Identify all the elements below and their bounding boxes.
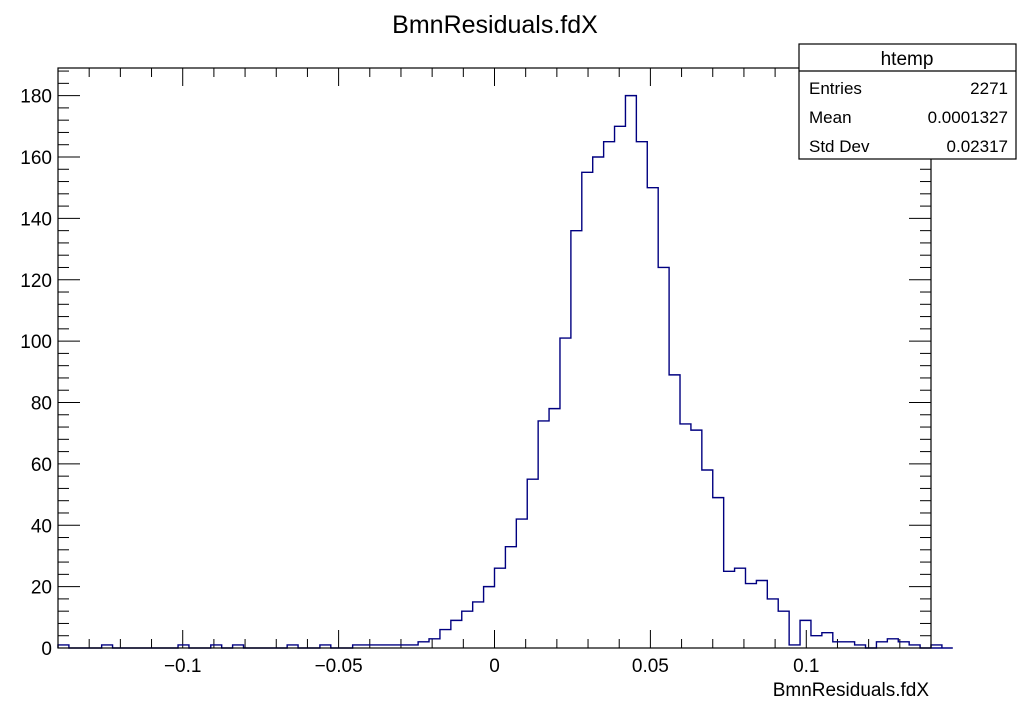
histogram-bin	[756, 580, 767, 648]
stats-mean-value: 0.0001327	[928, 108, 1008, 127]
x-tick-label: −0.05	[315, 656, 363, 677]
histogram-bin	[527, 479, 538, 648]
axis-ticks	[57, 68, 932, 649]
histogram-bin	[800, 620, 811, 648]
histogram-bin	[473, 602, 484, 648]
y-tick-label: 100	[20, 332, 52, 353]
stats-box: htemp Entries 2271 Mean 0.0001327 Std De…	[798, 43, 1017, 160]
histogram-bin	[658, 267, 669, 648]
histogram-bin	[702, 470, 713, 648]
y-tick-label: 180	[20, 87, 52, 108]
y-tick-label: 0	[41, 639, 52, 660]
stats-box-frame	[798, 43, 1017, 160]
y-tick-label: 20	[31, 578, 52, 599]
histogram-bin	[549, 409, 560, 648]
x-tick-label: −0.1	[164, 656, 202, 677]
histogram-bin	[505, 547, 516, 648]
histogram-bin	[647, 188, 658, 648]
histogram-bin	[735, 568, 746, 648]
histogram-bin	[811, 636, 822, 648]
histogram-bin	[516, 519, 527, 648]
histogram-bin	[604, 142, 615, 648]
x-tick-labels: −0.1 −0.05 0 0.05 0.1	[164, 656, 820, 677]
histogram-bin	[593, 157, 604, 648]
histogram-bin	[440, 630, 451, 648]
histogram-bin	[418, 642, 429, 648]
histogram-bin	[713, 498, 724, 648]
chart-title: BmnResiduals.fdX	[392, 11, 598, 39]
x-axis-label: BmnResiduals.fdX	[773, 680, 930, 701]
y-tick-label: 40	[31, 516, 52, 537]
histogram-bin	[571, 231, 582, 648]
histogram-bin	[778, 611, 789, 648]
stats-mean-label: Mean	[809, 108, 852, 127]
histogram-bin	[636, 142, 647, 648]
histogram-bin	[680, 424, 691, 648]
x-tick-label: 0	[489, 656, 500, 677]
histogram-bin	[429, 639, 440, 648]
histogram-bin	[745, 584, 756, 648]
histogram-bin	[538, 421, 549, 648]
plot-frame	[57, 67, 932, 649]
histogram-bin	[615, 126, 626, 648]
x-tick-label: 0.05	[632, 656, 669, 677]
stats-entries-value: 2271	[970, 79, 1008, 98]
histogram-bin	[767, 599, 778, 648]
histogram-bin	[822, 633, 833, 648]
stats-stddev-value: 0.02317	[947, 137, 1008, 156]
y-tick-label: 160	[20, 148, 52, 169]
histogram-bin	[833, 642, 844, 648]
histogram-bin	[844, 642, 855, 648]
histogram-bin	[625, 96, 636, 648]
histogram-bin	[887, 639, 898, 648]
y-tick-label: 140	[20, 209, 52, 230]
histogram-bin	[691, 430, 702, 648]
stats-box-title: htemp	[881, 49, 934, 70]
histogram-bin	[724, 571, 735, 648]
y-tick-label: 80	[31, 394, 52, 415]
x-tick-label: 0.1	[793, 656, 819, 677]
histogram-bin	[876, 642, 887, 648]
y-tick-label: 60	[31, 455, 52, 476]
histogram-bin	[484, 587, 495, 648]
histogram-bin	[560, 338, 571, 648]
histogram-outline	[57, 94, 953, 649]
histogram-bin	[451, 620, 462, 648]
histogram-bin	[669, 375, 680, 648]
histogram-bin	[582, 172, 593, 648]
y-tick-label: 120	[20, 271, 52, 292]
histogram-bin	[495, 568, 506, 648]
stats-stddev-label: Std Dev	[809, 137, 870, 156]
y-tick-labels: 0 20 40 60 80 100 120 140 160 180	[20, 87, 52, 660]
stats-entries-label: Entries	[809, 79, 862, 98]
histogram-bins	[58, 96, 942, 648]
